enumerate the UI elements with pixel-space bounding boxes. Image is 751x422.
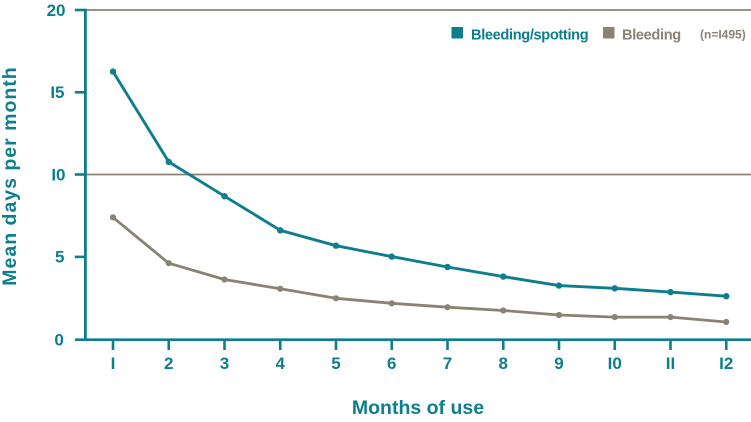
svg-text:6: 6: [387, 354, 396, 373]
svg-text:20: 20: [47, 1, 66, 20]
svg-text:I0: I0: [608, 354, 622, 373]
svg-text:8: 8: [499, 354, 508, 373]
svg-text:0: 0: [54, 330, 63, 349]
svg-text:Bleeding: Bleeding: [622, 28, 681, 44]
svg-text:5: 5: [331, 354, 340, 373]
svg-text:(n=I495): (n=I495): [700, 28, 746, 42]
svg-text:I0: I0: [51, 165, 65, 184]
svg-text:I5: I5: [50, 83, 64, 102]
svg-text:II: II: [666, 354, 675, 373]
svg-text:Months of use: Months of use: [352, 397, 484, 419]
svg-text:Mean days per month: Mean days per month: [0, 66, 21, 285]
svg-text:4: 4: [276, 354, 286, 373]
svg-text:2: 2: [164, 354, 173, 373]
svg-text:3: 3: [220, 354, 229, 373]
svg-text:I2: I2: [719, 354, 733, 373]
svg-text:5: 5: [55, 248, 64, 267]
svg-text:9: 9: [554, 354, 563, 373]
svg-text:7: 7: [443, 354, 452, 373]
svg-text:Bleeding/spotting: Bleeding/spotting: [471, 28, 588, 44]
svg-text:I: I: [111, 354, 116, 373]
